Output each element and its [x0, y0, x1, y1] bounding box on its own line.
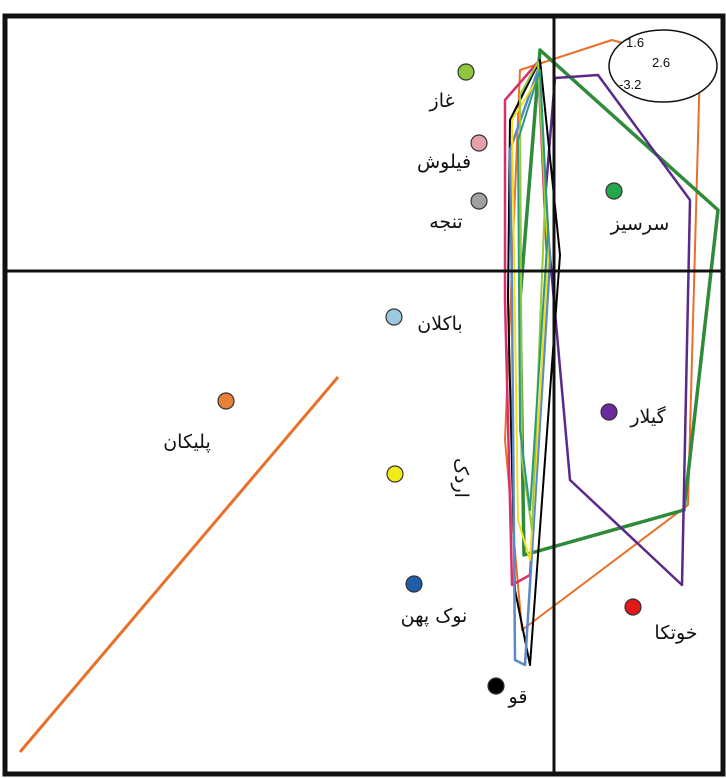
hull-polygon [543, 73, 692, 587]
species-hull-polygons [503, 39, 720, 667]
data-point [487, 677, 505, 695]
inset-value: 2.6 [652, 55, 670, 70]
point-label: خوتکا [654, 622, 697, 644]
point-label: اردک [450, 458, 472, 498]
data-point [470, 134, 488, 152]
point-label: غاز [429, 90, 455, 112]
data-point [624, 598, 642, 616]
point-label: قو [508, 686, 528, 708]
hull-polygon [517, 69, 549, 511]
point-label: نوک پهن [401, 605, 468, 627]
data-point [386, 465, 404, 483]
point-label: سرسیز [610, 213, 670, 235]
point-label: گیلار [629, 405, 666, 428]
data-point [605, 182, 623, 200]
fitted-line [18, 376, 340, 753]
point-label: پلیکان [163, 431, 211, 453]
hull-polygon [504, 39, 701, 631]
hull-polygon [518, 48, 720, 557]
inset-ellipse [608, 29, 718, 103]
data-point [385, 308, 403, 326]
data-point [457, 63, 475, 81]
data-point [217, 392, 235, 410]
data-point [405, 575, 423, 593]
hull-polygon [507, 59, 561, 666]
point-label: باکلان [417, 313, 462, 335]
point-label: فیلوش [417, 151, 471, 173]
point-label: تنجه [429, 211, 462, 233]
inset-value: 1.6 [626, 35, 644, 50]
data-points: غاز فیلوش تنجه سرسیز باکلان گیلار پلیکان اردک نو… [163, 63, 698, 708]
data-point [600, 403, 618, 421]
data-point [470, 192, 488, 210]
plot-frame [2, 13, 726, 777]
inset-legend: 1.6 2.6 -3.2 [608, 29, 718, 103]
inset-value: -3.2 [619, 77, 641, 92]
